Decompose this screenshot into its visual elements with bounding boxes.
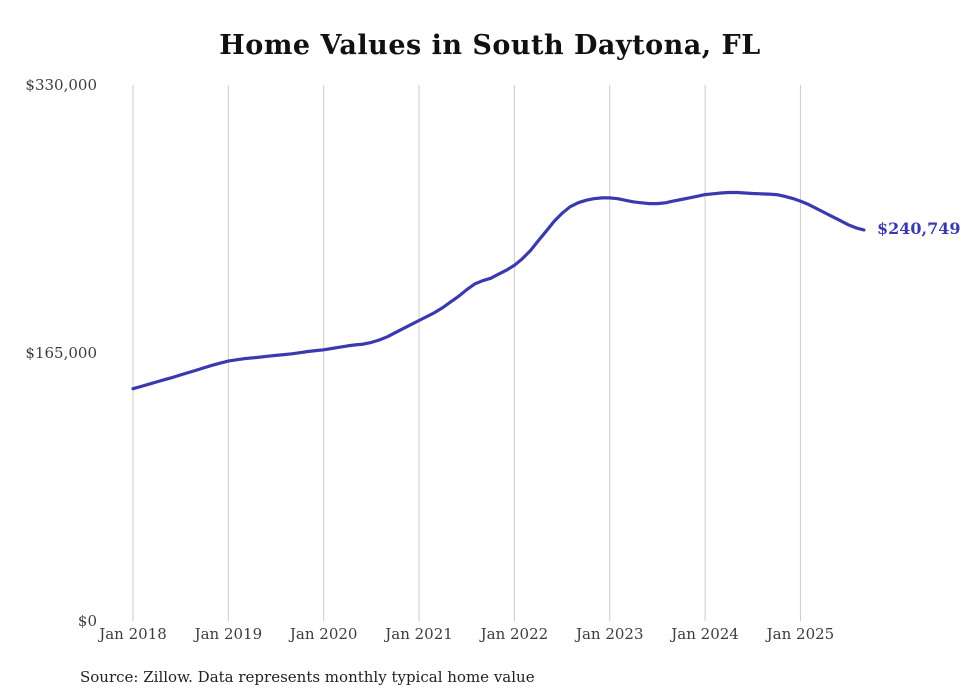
x-tick-label: Jan 2025 <box>766 625 835 643</box>
y-tick-label-330000: $330,000 <box>25 76 97 94</box>
x-axis-labels: Jan 2018 Jan 2019 Jan 2020 Jan 2021 Jan 2022… <box>0 625 980 647</box>
x-tick-label: Jan 2023 <box>575 625 644 643</box>
x-tick-label: Jan 2021 <box>385 625 453 643</box>
x-tick-label: Jan 2022 <box>480 625 549 643</box>
x-tick-label: Jan 2018 <box>99 625 167 643</box>
x-tick-label: Jan 2020 <box>289 625 358 643</box>
current-value-label: $240,749 <box>877 218 961 238</box>
home-value-line <box>131 190 866 391</box>
chart-title: Home Values in South Daytona, FL <box>219 30 761 61</box>
y-tick-label-165000: $165,000 <box>25 344 97 362</box>
x-tick-label: Jan 2019 <box>194 625 263 643</box>
x-tick-label: Jan 2024 <box>671 625 739 643</box>
y-tick-label-0: $0 <box>77 612 97 630</box>
source-note: Source: Zillow. Data represents monthly … <box>80 668 535 686</box>
